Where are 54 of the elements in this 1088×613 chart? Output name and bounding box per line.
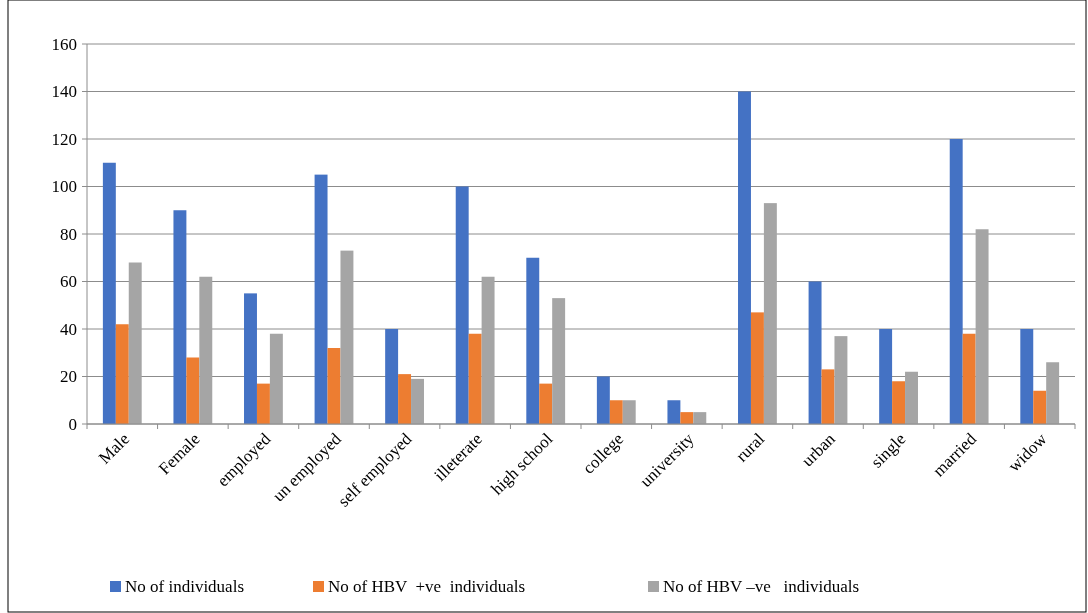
y-tick-label: 140 [51,82,77,102]
legend-label: No of HBV +ve individuals [328,577,526,596]
y-tick-label: 60 [60,272,77,292]
bar [244,293,257,424]
bar [385,329,399,424]
bar [411,378,424,424]
bar [539,383,553,424]
bar [327,348,341,424]
bar [526,257,540,424]
y-tick-label: 40 [60,319,77,339]
bar [128,262,142,424]
bar [693,412,707,424]
bar [949,139,963,424]
bar [821,369,835,424]
bar [905,371,918,424]
bar [186,357,200,424]
bar [481,276,495,424]
bar [199,276,213,424]
legend-label: No of individuals [125,577,244,596]
y-tick-label: 80 [60,224,77,244]
bar [596,376,610,424]
bar [609,400,623,424]
bar [468,333,482,424]
y-tick-label: 100 [51,177,77,197]
bar [314,174,328,424]
bar [834,336,848,424]
bar [680,412,694,424]
bar [622,400,636,424]
bar [455,186,469,424]
bar [1046,362,1060,424]
y-tick-label: 0 [68,414,77,434]
bar [808,281,822,424]
bar [892,381,906,424]
bar [738,91,751,424]
bar [340,250,354,424]
bar [1033,390,1047,424]
y-tick-label: 20 [60,367,77,387]
bar [667,400,681,424]
bar [879,329,893,424]
bar [398,374,412,424]
bar [102,162,116,424]
bar [552,298,566,424]
y-tick-label: 120 [51,129,77,149]
bar [115,324,129,424]
bar [763,203,777,424]
bar [173,210,187,424]
bar [256,383,270,424]
bar [975,229,989,424]
legend-label: No of HBV –ve individuals [663,577,860,596]
bar [962,333,976,424]
bar [269,333,283,424]
bar [1020,329,1034,424]
bar [750,312,764,424]
y-tick-label: 160 [51,34,77,54]
